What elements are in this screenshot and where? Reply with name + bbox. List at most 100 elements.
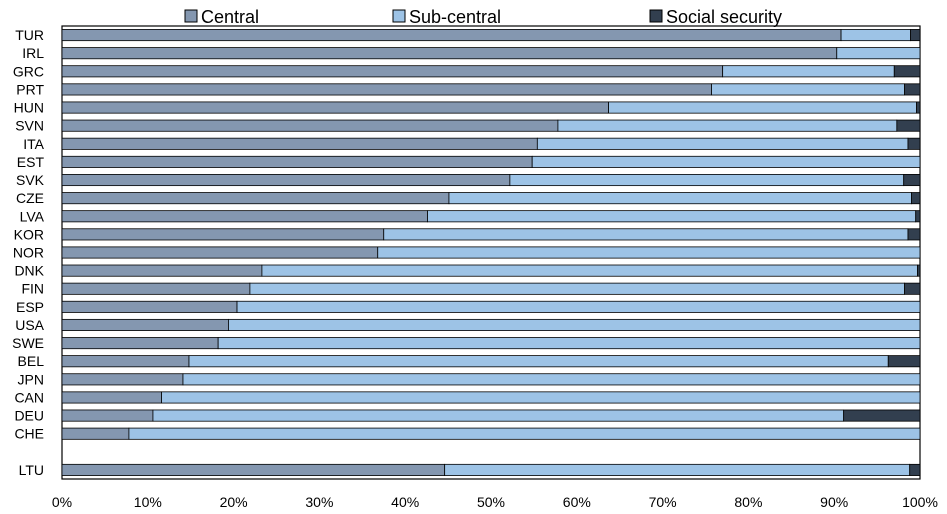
y-tick-label: LVA bbox=[20, 208, 45, 224]
y-tick-label: LTU bbox=[19, 462, 44, 478]
bar-segment bbox=[557, 119, 898, 132]
bar-segment bbox=[228, 318, 921, 331]
bar-segment bbox=[61, 174, 511, 187]
legend-label-social-security: Social security bbox=[666, 7, 782, 27]
x-tick-label: 40% bbox=[391, 494, 419, 510]
bar-segment bbox=[61, 427, 130, 440]
bar-segment bbox=[152, 409, 845, 422]
bar-segment bbox=[188, 355, 889, 368]
bar-segment bbox=[61, 155, 533, 168]
y-tick-label: PRT bbox=[16, 81, 44, 97]
x-axis-labels: 0% 10% 20% 30% 40% 50% 60% 70% 80% 90% 100% bbox=[52, 494, 938, 510]
y-tick-label: DNK bbox=[14, 263, 44, 279]
y-tick-label: FIN bbox=[21, 281, 44, 297]
bar-segment bbox=[61, 409, 154, 422]
bar-segment bbox=[903, 174, 921, 187]
bar-segment bbox=[61, 264, 263, 277]
bar-segment bbox=[61, 246, 379, 259]
bar-segment bbox=[61, 463, 446, 476]
y-tick-label: ITA bbox=[23, 136, 44, 152]
bar-segment bbox=[61, 192, 450, 205]
bar-segment bbox=[61, 318, 229, 331]
bar-segment bbox=[917, 264, 921, 277]
bar-segment bbox=[61, 83, 712, 96]
legend-label-sub-central: Sub-central bbox=[409, 7, 501, 27]
bar-segment bbox=[61, 137, 538, 150]
bars-group bbox=[61, 29, 921, 476]
legend-swatch-sub-central bbox=[392, 9, 406, 23]
legend-swatch-central bbox=[184, 9, 198, 23]
bar-segment bbox=[509, 174, 905, 187]
bar-segment bbox=[911, 192, 921, 205]
x-tick-label: 50% bbox=[477, 494, 505, 510]
bar-segment bbox=[61, 282, 251, 295]
bar-segment bbox=[909, 463, 921, 476]
bar-segment bbox=[377, 246, 921, 259]
bar-segment bbox=[61, 119, 559, 132]
y-tick-label: GRC bbox=[13, 63, 44, 79]
bar-segment bbox=[893, 65, 921, 78]
legend: Central Sub-central Social security bbox=[184, 7, 782, 27]
bar-segment bbox=[916, 101, 921, 114]
bar-segment bbox=[61, 228, 385, 241]
y-tick-label: KOR bbox=[14, 226, 44, 242]
bar-segment bbox=[711, 83, 905, 96]
y-tick-label: SVK bbox=[16, 172, 45, 188]
y-tick-label: CHE bbox=[14, 426, 44, 442]
y-tick-label: IRL bbox=[22, 45, 44, 61]
bar-segment bbox=[910, 29, 921, 42]
bar-segment bbox=[531, 155, 921, 168]
y-tick-label: DEU bbox=[14, 408, 44, 424]
bar-segment bbox=[61, 355, 190, 368]
bar-segment bbox=[722, 65, 895, 78]
y-tick-label: SWE bbox=[12, 335, 44, 351]
bar-segment bbox=[915, 210, 921, 223]
y-tick-label: HUN bbox=[14, 100, 44, 116]
y-tick-label: CZE bbox=[16, 190, 44, 206]
bar-segment bbox=[61, 391, 162, 404]
bar-segment bbox=[843, 409, 921, 422]
bar-segment bbox=[61, 300, 238, 313]
bar-segment bbox=[217, 337, 921, 350]
bar-segment bbox=[896, 119, 921, 132]
x-tick-label: 30% bbox=[305, 494, 333, 510]
bar-segment bbox=[383, 228, 909, 241]
bar-segment bbox=[61, 210, 428, 223]
x-tick-label: 0% bbox=[52, 494, 72, 510]
x-tick-label: 70% bbox=[649, 494, 677, 510]
bar-segment bbox=[61, 47, 838, 60]
bar-segment bbox=[536, 137, 909, 150]
bar-segment bbox=[61, 65, 724, 78]
bar-segment bbox=[448, 192, 912, 205]
bar-segment bbox=[840, 29, 911, 42]
y-tick-label: TUR bbox=[15, 27, 44, 43]
bar-segment bbox=[61, 101, 609, 114]
bar-segment bbox=[427, 210, 917, 223]
bar-segment bbox=[249, 282, 905, 295]
bar-segment bbox=[161, 391, 921, 404]
legend-label-central: Central bbox=[201, 7, 259, 27]
y-tick-label: NOR bbox=[13, 245, 44, 261]
bar-segment bbox=[887, 355, 921, 368]
y-axis-labels: TUR IRL GRC PRT HUN SVN ITA EST SVK CZE LVA KOR NOR D… bbox=[12, 27, 45, 478]
bar-segment bbox=[904, 282, 921, 295]
bar-segment bbox=[261, 264, 918, 277]
y-tick-label: BEL bbox=[18, 353, 45, 369]
bar-segment bbox=[907, 228, 921, 241]
bar-segment bbox=[61, 373, 184, 386]
bar-segment bbox=[61, 337, 219, 350]
bar-segment bbox=[236, 300, 921, 313]
x-tick-label: 10% bbox=[134, 494, 162, 510]
y-tick-label: CAN bbox=[14, 389, 44, 405]
x-tick-label: 20% bbox=[220, 494, 248, 510]
bar-segment bbox=[61, 29, 842, 42]
x-tick-label: 60% bbox=[563, 494, 591, 510]
y-tick-label: JPN bbox=[18, 371, 44, 387]
bar-segment bbox=[128, 427, 921, 440]
x-tick-label: 90% bbox=[820, 494, 848, 510]
bar-segment bbox=[907, 137, 921, 150]
bar-segment bbox=[836, 47, 921, 60]
x-tick-label: 100% bbox=[902, 494, 938, 510]
y-tick-label: EST bbox=[17, 154, 45, 170]
